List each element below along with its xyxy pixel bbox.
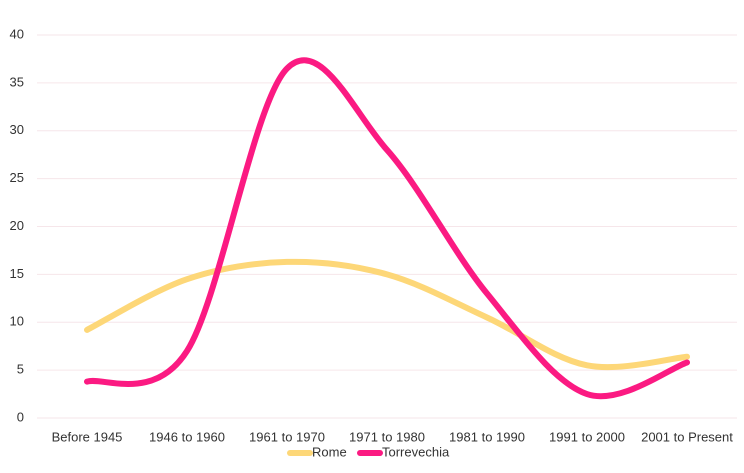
y-tick-label: 25 — [10, 170, 24, 185]
legend-label: Torrevechia — [382, 444, 450, 459]
legend-label: Rome — [312, 444, 347, 459]
series-line — [84, 57, 690, 400]
x-tick-label: 2001 to Present — [641, 429, 733, 444]
x-tick-label: 1961 to 1970 — [249, 429, 325, 444]
y-tick-label: 30 — [10, 122, 24, 137]
y-tick-label: 15 — [10, 266, 24, 281]
y-tick-label: 40 — [10, 26, 24, 41]
x-tick-label: 1946 to 1960 — [149, 429, 225, 444]
x-tick-label: 1991 to 2000 — [549, 429, 625, 444]
y-tick-label: 5 — [17, 362, 24, 377]
y-tick-label: 20 — [10, 218, 24, 233]
x-tick-label: 1981 to 1990 — [449, 429, 525, 444]
y-tick-label: 10 — [10, 314, 24, 329]
series-line — [84, 258, 690, 371]
y-tick-label: 35 — [10, 74, 24, 89]
y-tick-label: 0 — [17, 409, 24, 424]
x-tick-label: 1971 to 1980 — [349, 429, 425, 444]
x-tick-label: Before 1945 — [52, 429, 123, 444]
